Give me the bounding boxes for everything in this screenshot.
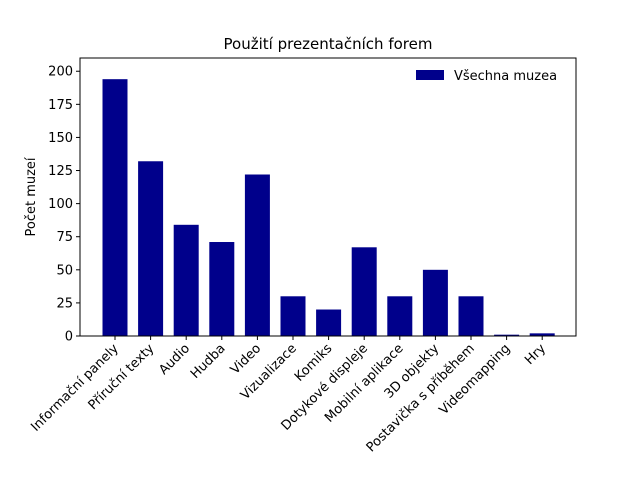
bar-11 xyxy=(458,296,484,336)
bar-4 xyxy=(209,242,235,336)
bar-1 xyxy=(102,79,128,337)
bar-12 xyxy=(494,334,520,336)
plot-frame xyxy=(79,57,577,337)
y-tick-label-2: 50 xyxy=(56,263,73,278)
x-tick-label-3: Hudba xyxy=(188,341,229,382)
bar-6 xyxy=(280,296,306,336)
bar-7 xyxy=(316,309,342,336)
chart-title: Použití prezentačních forem xyxy=(224,35,433,53)
bars-group xyxy=(102,79,555,337)
bar-13 xyxy=(529,333,555,336)
y-tick-label-6: 150 xyxy=(48,131,73,146)
bar-3 xyxy=(173,224,199,336)
bar-2 xyxy=(138,161,164,336)
legend: Všechna muzea xyxy=(416,69,557,84)
legend-swatch xyxy=(416,70,444,80)
y-axis-label: Počet muzeí xyxy=(24,157,39,236)
y-tick-label-0: 0 xyxy=(65,330,73,345)
y-tick-label-3: 75 xyxy=(56,230,73,245)
y-tick-label-8: 200 xyxy=(48,65,73,80)
bar-8 xyxy=(351,247,377,336)
legend-label: Všechna muzea xyxy=(454,69,557,84)
x-tick-label-12: Hry xyxy=(522,341,549,368)
x-tick-label-2: Audio xyxy=(156,341,193,378)
bar-10 xyxy=(422,269,448,336)
y-axis: 0 25 50 75 100 125 150 175 200 xyxy=(48,65,80,345)
y-tick-label-5: 125 xyxy=(48,164,73,179)
bar-5 xyxy=(244,174,270,336)
y-tick-label-1: 25 xyxy=(56,296,73,311)
y-tick-label-7: 175 xyxy=(48,98,73,113)
y-tick-label-4: 100 xyxy=(48,197,73,212)
bar-9 xyxy=(387,296,413,336)
